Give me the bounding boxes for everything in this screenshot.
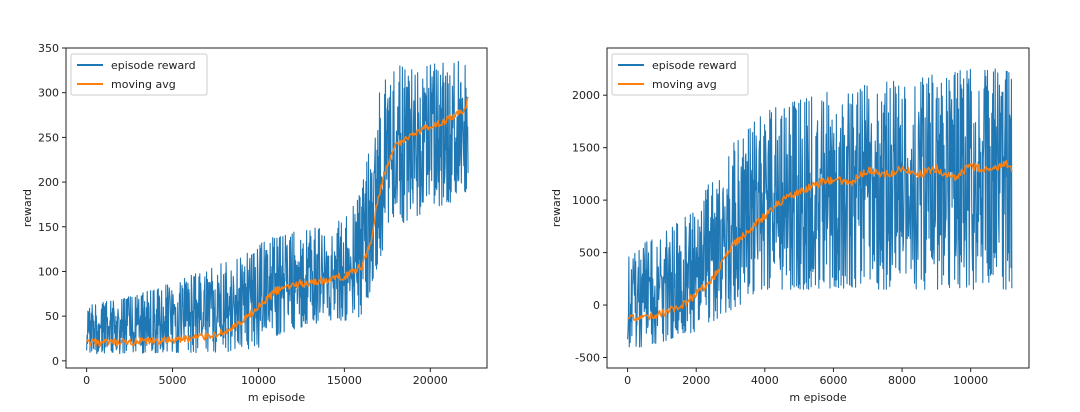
chart-1-xtick-label: 5000	[159, 374, 187, 387]
chart-2-legend-label-reward: episode reward	[652, 59, 737, 72]
chart-2-episode-reward-line	[627, 68, 1013, 348]
chart-1-xtick-label: 10000	[241, 374, 276, 387]
chart-1-ytick-label: 250	[38, 131, 59, 144]
chart-1: 0 5000 10000 15000 20000 0 50 100 150 200 250 300 35…	[21, 42, 488, 404]
chart-2-ytick-label: 1000	[572, 194, 600, 207]
chart-2-ytick-label: 0	[593, 299, 600, 312]
chart-1-ylabel: reward	[21, 189, 34, 227]
chart-1-xtick-label: 15000	[327, 374, 362, 387]
chart-1-xlabel: m episode	[248, 391, 305, 404]
chart-2-legend: episode reward moving avg	[611, 53, 749, 96]
chart-2: 0 2000 4000 6000 8000 10000 -500 0 500 1000 1500 20…	[550, 47, 1030, 404]
chart-1-legend-label-reward: episode reward	[111, 59, 196, 72]
chart-2-xtick-label: 8000	[888, 374, 916, 387]
chart-2-xtick-label: 10000	[953, 374, 988, 387]
chart-2-ytick-label: -500	[575, 352, 600, 365]
chart-1-episode-reward-line	[86, 60, 469, 355]
chart-2-ticks: 0 2000 4000 6000 8000 10000 -500 0 500 1000 1500 20…	[572, 89, 988, 387]
chart-1-moving-avg-line	[85, 96, 469, 348]
chart-2-ytick-label: 1500	[572, 142, 600, 155]
chart-2-legend-label-avg: moving avg	[652, 78, 717, 91]
chart-1-legend-label-avg: moving avg	[111, 78, 176, 91]
chart-2-xtick-label: 0	[624, 374, 631, 387]
chart-1-axes-frame	[65, 47, 488, 369]
chart-1-series-layer	[85, 60, 469, 355]
chart-2-ylabel: reward	[550, 189, 563, 227]
chart-2-xlabel: m episode	[789, 391, 846, 404]
chart-2-axes-frame	[606, 47, 1030, 369]
chart-1-xtick-label: 20000	[413, 374, 448, 387]
chart-2-ytick-label: 2000	[572, 89, 600, 102]
chart-1-legend-box	[70, 53, 208, 96]
chart-2-xtick-label: 4000	[751, 374, 779, 387]
chart-1-ytick-label: 200	[38, 176, 59, 189]
chart-2-ytick-label: 500	[579, 247, 600, 260]
chart-2-series-layer	[627, 68, 1013, 348]
chart-2-xtick-label: 2000	[682, 374, 710, 387]
chart-1-ytick-label: 300	[38, 87, 59, 100]
chart-1-ytick-label: 150	[38, 221, 59, 234]
chart-1-ytick-label: 0	[52, 355, 59, 368]
chart-1-ytick-label: 100	[38, 265, 59, 278]
chart-1-legend: episode reward moving avg	[70, 53, 208, 96]
chart-2-xtick-label: 6000	[819, 374, 847, 387]
chart-1-ytick-label: 50	[45, 310, 59, 323]
chart-1-xtick-label: 0	[83, 374, 90, 387]
chart-2-legend-box	[611, 53, 749, 96]
chart-1-ytick-label: 350	[38, 42, 59, 55]
chart-2-moving-avg-line	[627, 159, 1013, 321]
chart-1-ticks: 0 5000 10000 15000 20000 0 50 100 150 200 250 300 35…	[38, 42, 448, 387]
